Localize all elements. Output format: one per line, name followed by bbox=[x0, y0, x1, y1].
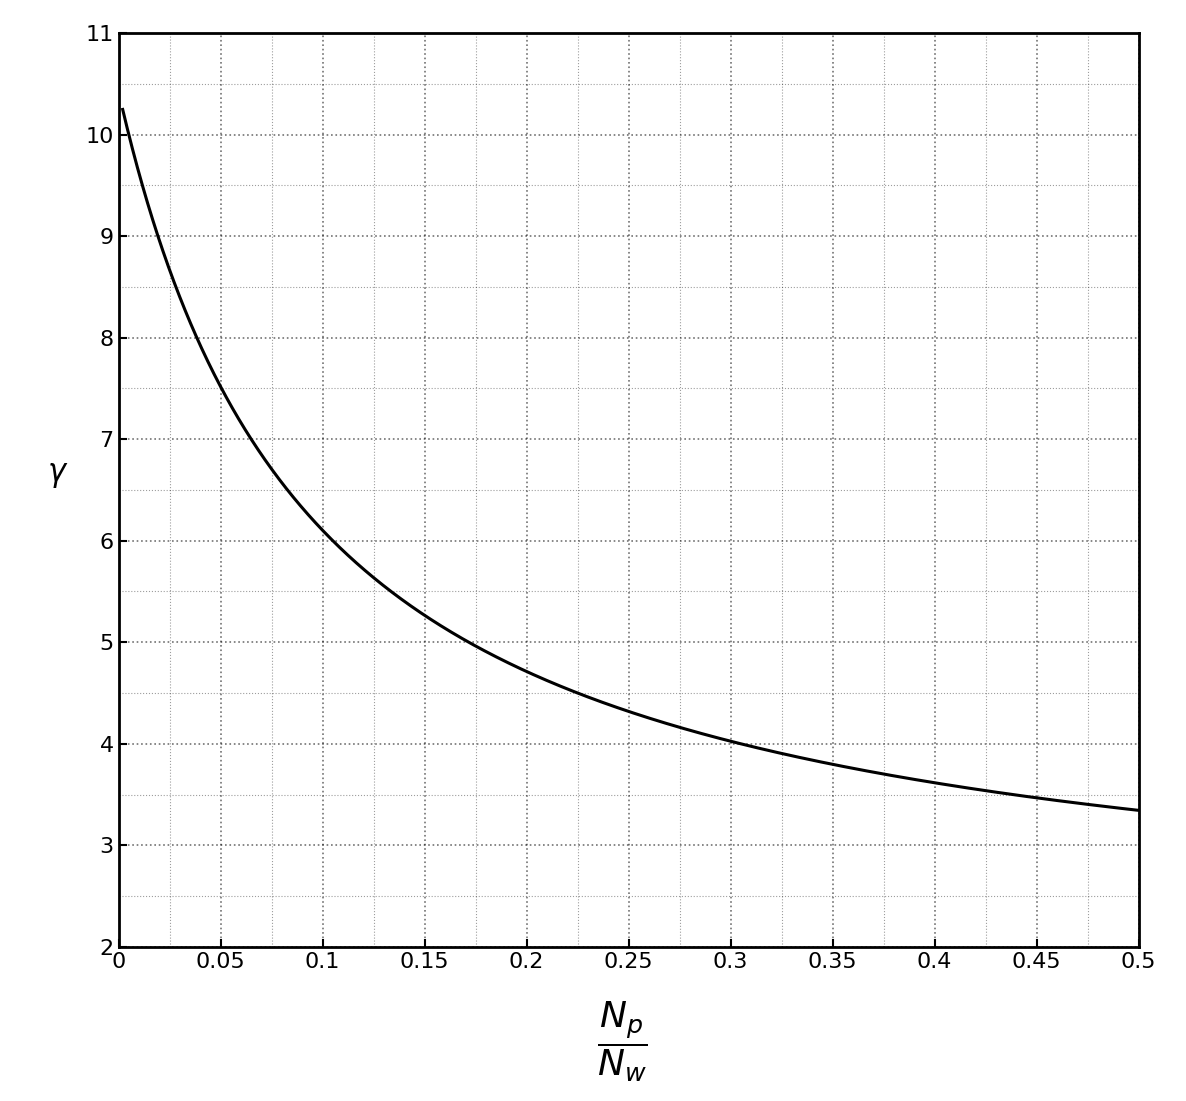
Y-axis label: $\gamma$: $\gamma$ bbox=[47, 461, 69, 490]
Text: $\dfrac{N_p}{N_w}$: $\dfrac{N_p}{N_w}$ bbox=[598, 1001, 648, 1084]
